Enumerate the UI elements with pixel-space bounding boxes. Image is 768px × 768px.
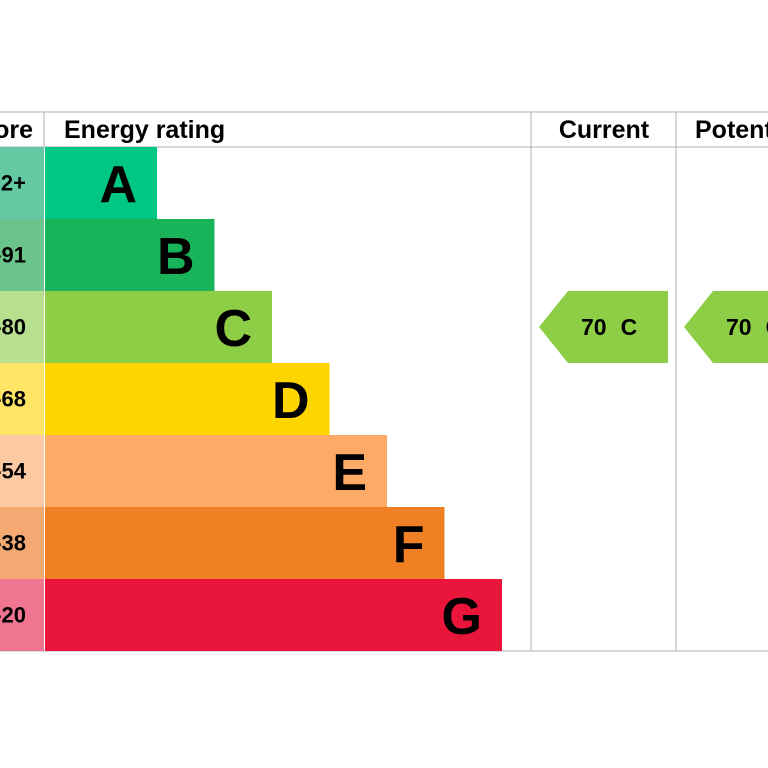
current-letter: C bbox=[621, 314, 638, 340]
band-bar bbox=[45, 147, 157, 219]
band-letter: C bbox=[214, 300, 252, 358]
band-bar bbox=[45, 291, 272, 363]
band-bar bbox=[45, 219, 215, 291]
current-label: 70 C bbox=[581, 314, 637, 340]
potential-value: 70 bbox=[726, 314, 752, 340]
score-range: 92+ bbox=[0, 171, 26, 196]
potential-letter: C bbox=[766, 314, 768, 340]
score-cell bbox=[0, 219, 44, 291]
score-range: 1-20 bbox=[0, 603, 26, 628]
score-cell bbox=[0, 507, 44, 579]
band-bar bbox=[45, 363, 330, 435]
score-cell bbox=[0, 291, 44, 363]
potential-label: 70 C bbox=[726, 314, 768, 340]
band-letter: E bbox=[332, 444, 367, 502]
score-header: Score bbox=[0, 116, 33, 144]
score-cell bbox=[0, 579, 44, 651]
current-header: Current bbox=[559, 116, 650, 144]
potential-arrow bbox=[684, 291, 768, 363]
band-bar bbox=[45, 435, 387, 507]
band-letter: D bbox=[272, 372, 310, 430]
band-bar bbox=[45, 579, 502, 651]
score-range: 39-54 bbox=[0, 459, 27, 484]
band-letter: A bbox=[99, 156, 137, 214]
score-cell bbox=[0, 147, 44, 219]
rating-header: Energy rating bbox=[64, 116, 225, 144]
current-arrow bbox=[539, 291, 668, 363]
band-letter: B bbox=[157, 228, 195, 286]
score-range: 55-68 bbox=[0, 387, 26, 412]
score-range: 21-38 bbox=[0, 531, 26, 556]
score-range: 69-80 bbox=[0, 315, 26, 340]
score-cell bbox=[0, 363, 44, 435]
score-cell bbox=[0, 435, 44, 507]
band-bar bbox=[45, 507, 445, 579]
potential-header: Potential bbox=[695, 116, 768, 144]
band-letter: F bbox=[393, 516, 425, 574]
band-letter: G bbox=[442, 588, 482, 646]
current-value: 70 bbox=[581, 314, 607, 340]
score-range: 81-91 bbox=[0, 243, 26, 268]
